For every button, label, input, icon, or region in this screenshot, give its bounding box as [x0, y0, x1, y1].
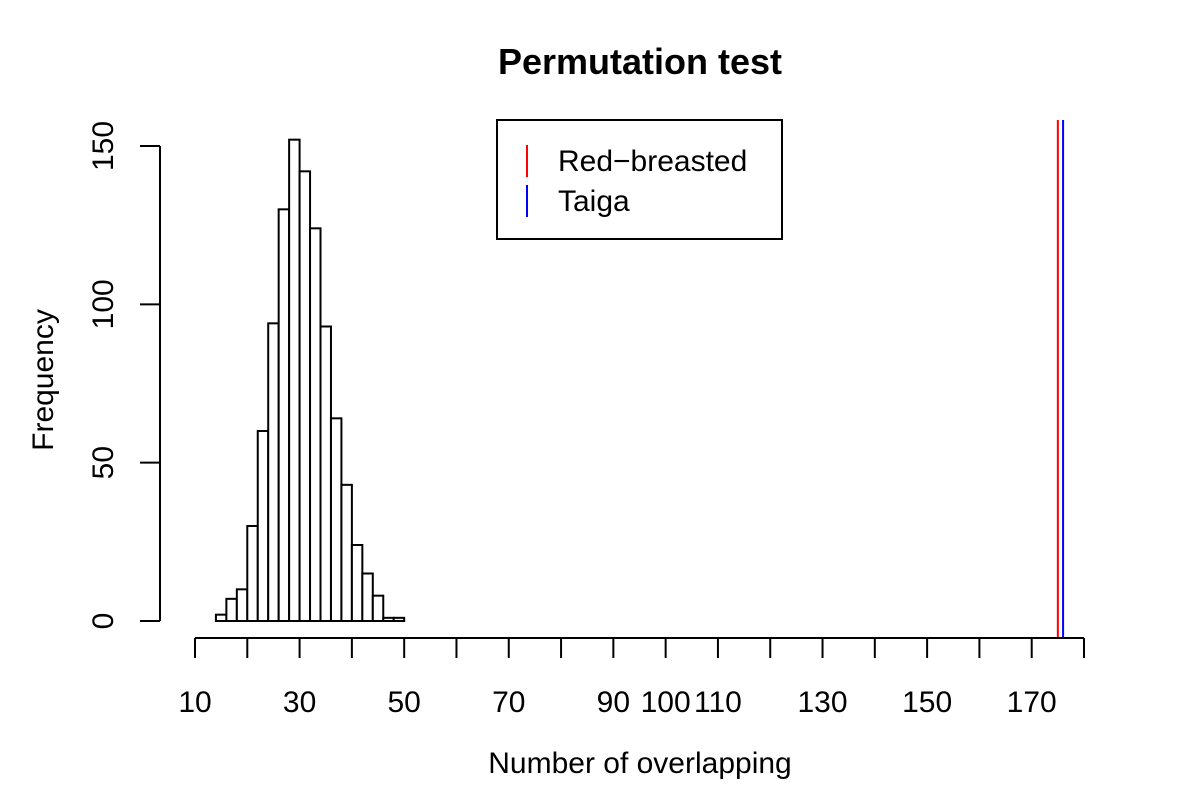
- x-axis-label: Number of overlapping: [488, 747, 792, 780]
- y-tick-label: 0: [87, 613, 120, 630]
- x-tick-label: 10: [178, 686, 211, 719]
- histogram-bar: [267, 322, 280, 622]
- histogram-bar: [246, 525, 259, 622]
- histogram-bar: [309, 227, 322, 622]
- histogram-bar: [392, 616, 406, 622]
- x-tick-label: 30: [283, 686, 316, 719]
- histogram-bar: [371, 594, 385, 623]
- histogram-bar: [256, 430, 270, 622]
- y-tick-label: 50: [87, 446, 120, 479]
- x-tick-label: 90: [597, 686, 630, 719]
- x-axis: 10 30 50 70 90 100 110 130 150 170: [178, 637, 1085, 719]
- legend-box: [496, 119, 783, 240]
- histogram-bar: [340, 483, 353, 623]
- x-tick-label: 170: [1007, 686, 1057, 719]
- histogram-bars: [214, 138, 406, 623]
- x-tick-label: 70: [492, 686, 525, 719]
- histogram-bar: [329, 417, 343, 623]
- x-tick-label: 110: [694, 686, 742, 719]
- histogram-bar: [277, 208, 291, 622]
- histogram-bar: [382, 616, 395, 622]
- x-tick-label: 150: [902, 686, 952, 719]
- x-tick-label: 130: [797, 686, 847, 719]
- legend-label: Taiga: [558, 185, 630, 218]
- y-axis: 0 50 100 150: [87, 121, 161, 630]
- histogram-bar: [350, 544, 364, 622]
- legend-label: Red−breasted: [558, 145, 747, 178]
- y-tick-label: 100: [87, 279, 120, 329]
- histogram-bar: [235, 588, 249, 622]
- histogram-bar: [214, 613, 228, 623]
- histogram-bar: [288, 138, 301, 623]
- histogram-bar: [319, 325, 332, 622]
- histogram-bar: [361, 572, 374, 622]
- reference-lines: [1056, 120, 1065, 638]
- histogram-bar: [298, 170, 312, 622]
- y-tick-label: 150: [87, 121, 120, 171]
- histogram-bar: [225, 597, 238, 622]
- x-tick-label: 100: [641, 686, 691, 719]
- y-axis-label: Frequency: [27, 309, 60, 451]
- chart-title: Permutation test: [498, 41, 782, 82]
- x-tick-label: 50: [387, 686, 420, 719]
- legend: Red−breasted Taiga: [496, 119, 783, 240]
